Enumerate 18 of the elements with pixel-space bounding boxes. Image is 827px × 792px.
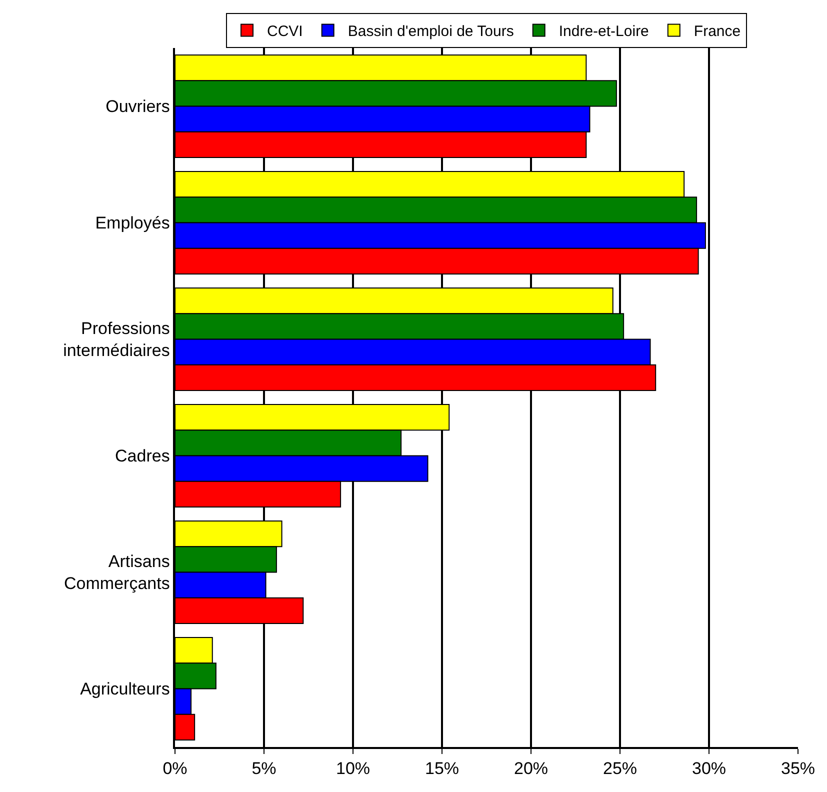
- legend-label: Indre-et-Loire: [558, 23, 649, 40]
- y-tick-label: Artisans Commerçants: [64, 552, 170, 594]
- y-tick-label: Ouvriers: [106, 97, 170, 116]
- legend-label: Bassin d'emploi de Tours: [348, 23, 514, 40]
- y-tick-label: Cadres: [115, 446, 170, 466]
- y-tick-label: Employés: [95, 214, 170, 233]
- x-tick-label: 0%: [162, 759, 188, 778]
- x-tick-label: 30%: [692, 759, 726, 778]
- legend-label: France: [694, 23, 741, 40]
- x-tick-label: 35%: [780, 759, 816, 778]
- y-tick-label: Professions intermédiaires: [63, 319, 170, 360]
- x-tick-label: 10%: [336, 759, 370, 778]
- y-tick-label: Agriculteurs: [80, 680, 170, 699]
- x-tick-label: 20%: [514, 759, 548, 778]
- x-tick-label: 25%: [602, 759, 638, 778]
- x-tick-label: 5%: [252, 759, 276, 778]
- legend-label: CCVI: [267, 23, 303, 40]
- x-tick-label: 15%: [424, 759, 460, 778]
